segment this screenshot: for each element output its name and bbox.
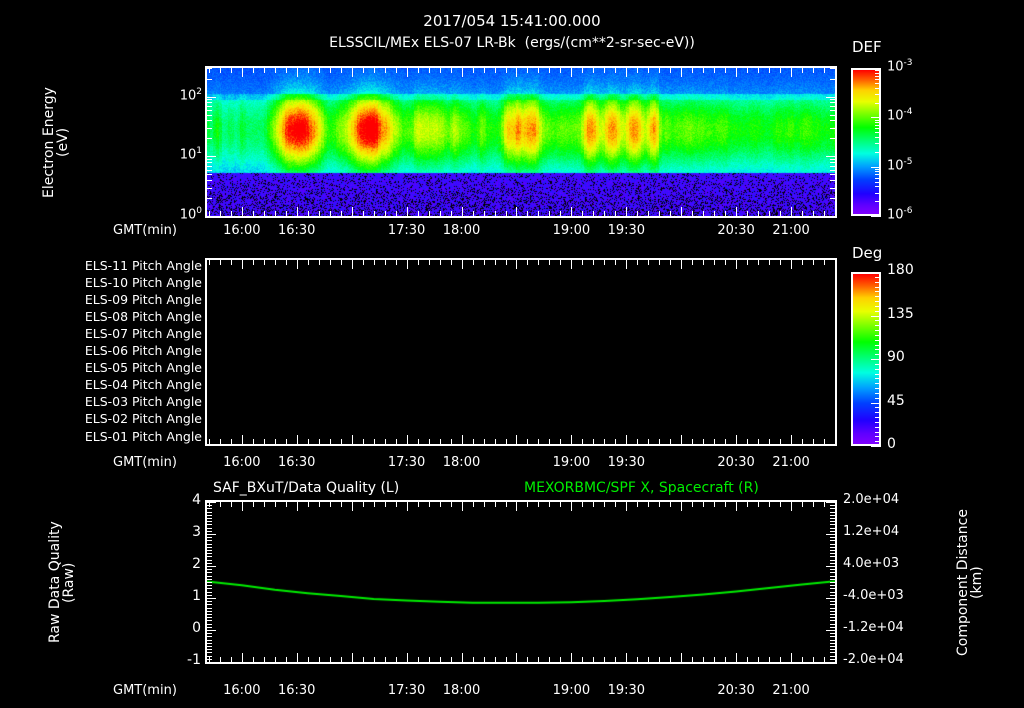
colorbar-def	[851, 68, 881, 216]
time-tick-label: 19:30	[607, 223, 646, 238]
panel3-frame	[205, 500, 837, 664]
time-tick-label: 18:00	[442, 683, 481, 698]
panel3-title-right: MEXORBMC/SPF X, Spacecraft (R)	[524, 480, 759, 496]
panel2-row-label: ELS-10 Pitch Angle	[84, 274, 202, 290]
time-tick-label: 19:30	[607, 683, 646, 698]
panel3-ytick-left-label: 2	[192, 556, 201, 572]
time-tick-label: 16:00	[223, 455, 261, 470]
panel1-frame	[205, 66, 837, 218]
colorbar-def-tick-label: 10-5	[887, 156, 913, 174]
panel1-ytick-label: 102	[179, 86, 202, 103]
colorbar-deg-tick-label: 180	[887, 262, 914, 278]
time-tick-label: 16:30	[277, 223, 316, 238]
time-tick-label: 17:30	[387, 223, 426, 238]
panel3-ytick-right-label: 1.2e+04	[843, 524, 900, 539]
panel3-ylabel-left: Raw Data Quality (Raw)	[47, 521, 77, 644]
time-tick-label: 21:00	[772, 455, 810, 470]
panel2-row-label: ELS-02 Pitch Angle	[84, 411, 202, 427]
panel2-row-label: ELS-04 Pitch Angle	[84, 377, 202, 393]
panel3-ytick-right-label: -1.2e+04	[843, 620, 904, 635]
panel3-ytick-right-label: 4.0e+03	[843, 556, 900, 571]
panel1-ylabel: Electron Energy (eV)	[41, 87, 71, 198]
panel3-ytick-left-label: 1	[192, 588, 201, 604]
panel3-title-left: SAF_BXuT/Data Quality (L)	[213, 480, 400, 496]
spacecraft-distance-line	[207, 502, 835, 662]
time-tick-label: 19:00	[552, 455, 591, 470]
colorbar-def-tick-label: 10-4	[887, 107, 913, 124]
panel2-row-label: ELS-06 Pitch Angle	[84, 343, 202, 358]
page-title: 2017/054 15:41:00.000	[423, 12, 601, 30]
panel3-ytick-left-label: -1	[187, 652, 201, 668]
time-tick-label: 17:30	[387, 683, 426, 698]
colorbar-def-tick-label: 10-3	[887, 58, 913, 75]
page-subtitle: ELSSCIL/MEx ELS-07 LR-Bk (ergs/(cm**2-sr…	[329, 35, 695, 51]
panel2-row-label: ELS-05 Pitch Angle	[84, 360, 202, 376]
panel2-row-label: ELS-08 Pitch Angle	[84, 308, 202, 324]
time-tick-label: 20:30	[717, 683, 755, 698]
panel2-frame	[205, 258, 837, 446]
panel1-ytick-label: 101	[179, 146, 202, 163]
colorbar-deg-tick-label: 45	[887, 392, 905, 409]
panel3-ylabel-right: Component Distance (km)	[955, 509, 985, 656]
panel3-ytick-left-label: 0	[192, 620, 201, 636]
time-tick-label: 19:00	[552, 683, 591, 698]
panel2-row-label: ELS-03 Pitch Angle	[84, 394, 202, 410]
time-tick-label: 20:30	[717, 455, 755, 470]
panel3-ytick-left-label: 3	[192, 524, 201, 540]
colorbar-def-tick-label: 10-6	[887, 206, 913, 223]
time-tick-label: 16:30	[277, 455, 316, 470]
panel2-xlabel: GMT(min)	[113, 455, 177, 470]
colorbar-deg-tick-label: 135	[887, 305, 914, 322]
panel2-row-label: ELS-11 Pitch Angle	[84, 257, 202, 273]
time-tick-label: 18:00	[442, 223, 481, 238]
time-tick-label: 16:30	[277, 683, 316, 698]
colorbar-deg-title: Deg	[852, 244, 883, 262]
colorbar-deg-tick-label: 90	[887, 349, 905, 365]
time-tick-label: 19:00	[552, 223, 591, 238]
time-tick-label: 16:00	[223, 223, 261, 238]
time-tick-label: 17:30	[387, 455, 426, 470]
time-tick-label: 19:30	[607, 455, 646, 470]
spectrogram-image	[207, 68, 835, 216]
time-tick-label: 20:30	[717, 223, 755, 238]
panel1-ytick-label: 100	[179, 206, 202, 223]
time-tick-label: 18:00	[442, 455, 481, 470]
colorbar-def-title: DEF	[852, 38, 882, 56]
colorbar-deg-tick-label: 0	[887, 436, 896, 452]
panel2-row-label: ELS-07 Pitch Angle	[84, 325, 202, 341]
time-tick-label: 21:00	[772, 223, 810, 238]
panel3-ytick-right-label: 2.0e+04	[843, 492, 900, 507]
panel2-row-label: ELS-09 Pitch Angle	[84, 291, 202, 307]
panel3-ytick-right-label: -4.0e+03	[843, 588, 904, 603]
panel3-ytick-right-label: -2.0e+04	[843, 652, 904, 667]
panel3-xlabel: GMT(min)	[113, 683, 177, 698]
time-tick-label: 16:00	[223, 683, 261, 698]
panel1-xlabel: GMT(min)	[113, 223, 177, 238]
panel2-row-label: ELS-01 Pitch Angle	[84, 428, 202, 444]
time-tick-label: 21:00	[772, 683, 810, 698]
panel3-ytick-left-label: 4	[192, 492, 201, 508]
